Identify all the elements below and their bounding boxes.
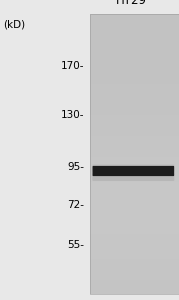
Bar: [90, 136, 179, 140]
Text: 130-: 130-: [61, 110, 84, 121]
Bar: [90, 245, 179, 248]
Bar: [90, 185, 179, 189]
Bar: [90, 28, 179, 31]
Bar: [90, 126, 179, 129]
Bar: [90, 178, 179, 182]
Bar: [90, 108, 179, 112]
Bar: [90, 203, 179, 206]
Bar: [90, 284, 179, 287]
Bar: [90, 45, 179, 49]
Bar: [90, 287, 179, 290]
Bar: [90, 112, 179, 115]
Bar: [90, 147, 179, 150]
Bar: [90, 129, 179, 133]
Text: 170-: 170-: [61, 61, 84, 71]
Bar: [90, 252, 179, 255]
Bar: [90, 115, 179, 119]
Bar: [90, 248, 179, 252]
Bar: [90, 91, 179, 94]
Bar: [90, 182, 179, 185]
Bar: [90, 49, 179, 52]
Bar: [90, 87, 179, 91]
Bar: [90, 171, 179, 175]
Bar: [90, 269, 179, 273]
Bar: [90, 143, 179, 147]
Bar: [90, 98, 179, 101]
Bar: [90, 140, 179, 143]
FancyBboxPatch shape: [93, 166, 174, 176]
Bar: [90, 196, 179, 199]
Bar: [90, 133, 179, 136]
Bar: [90, 161, 179, 164]
Bar: [90, 41, 179, 45]
Bar: [90, 63, 179, 66]
Bar: [90, 255, 179, 259]
Bar: [90, 231, 179, 234]
Bar: [90, 266, 179, 269]
Bar: [90, 157, 179, 161]
Bar: [90, 52, 179, 56]
Bar: [90, 213, 179, 217]
Bar: [90, 234, 179, 238]
Bar: [90, 150, 179, 154]
Bar: [90, 94, 179, 98]
Bar: [90, 217, 179, 220]
Text: 55-: 55-: [67, 239, 84, 250]
Text: 72-: 72-: [67, 200, 84, 211]
Bar: [90, 59, 179, 63]
Text: 95-: 95-: [67, 161, 84, 172]
Bar: [90, 242, 179, 245]
Bar: [90, 66, 179, 70]
Text: HT29: HT29: [116, 0, 147, 8]
Bar: [90, 290, 179, 294]
Bar: [90, 189, 179, 192]
Bar: [90, 76, 179, 80]
Bar: [90, 273, 179, 277]
Bar: [90, 210, 179, 213]
Bar: [90, 105, 179, 108]
Bar: [90, 38, 179, 41]
Bar: [90, 14, 179, 294]
Bar: [90, 80, 179, 84]
Bar: [90, 280, 179, 284]
Bar: [90, 154, 179, 157]
Bar: [90, 168, 179, 171]
Bar: [90, 34, 179, 38]
Bar: [90, 24, 179, 28]
Bar: [90, 227, 179, 231]
FancyBboxPatch shape: [92, 173, 174, 181]
Bar: [90, 17, 179, 20]
Bar: [90, 70, 179, 73]
FancyBboxPatch shape: [92, 164, 174, 172]
Bar: [90, 259, 179, 262]
Bar: [90, 20, 179, 24]
Bar: [90, 56, 179, 59]
Bar: [90, 84, 179, 87]
Bar: [90, 73, 179, 76]
Bar: [90, 164, 179, 168]
Text: (kD): (kD): [4, 20, 26, 29]
Bar: [90, 119, 179, 122]
Bar: [90, 192, 179, 196]
Bar: [90, 206, 179, 210]
Bar: [90, 224, 179, 227]
Bar: [90, 277, 179, 280]
Bar: [90, 199, 179, 203]
Bar: [90, 175, 179, 178]
Bar: [90, 101, 179, 105]
Bar: [90, 238, 179, 242]
Bar: [90, 220, 179, 224]
Bar: [90, 14, 179, 17]
Bar: [90, 31, 179, 34]
Bar: [90, 262, 179, 266]
Bar: [90, 122, 179, 126]
